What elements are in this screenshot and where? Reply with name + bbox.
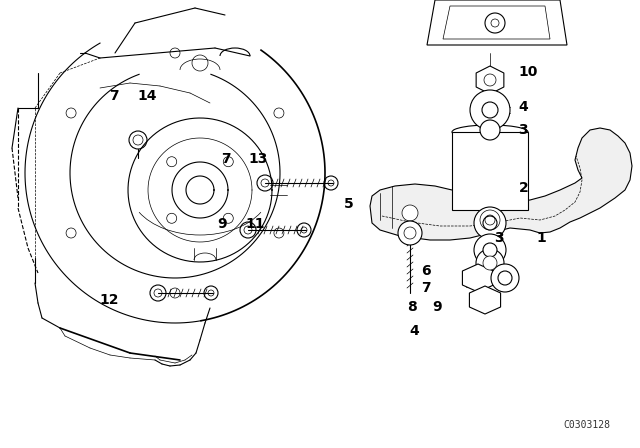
Circle shape [470,90,510,130]
Text: 4: 4 [518,99,528,114]
Circle shape [485,13,505,33]
Circle shape [476,249,504,277]
Circle shape [474,207,506,239]
Bar [452,132,528,210]
Circle shape [474,234,506,266]
Text: 1: 1 [536,231,546,246]
Polygon shape [476,66,504,94]
Circle shape [482,102,498,118]
Circle shape [480,120,500,140]
Text: 5: 5 [344,197,354,211]
Text: 12: 12 [99,293,118,307]
Circle shape [498,271,512,285]
Circle shape [483,216,497,230]
Text: 10: 10 [518,65,538,79]
Text: 8: 8 [407,300,417,314]
Text: 3: 3 [518,123,528,137]
Text: 9: 9 [432,300,442,314]
Text: 7: 7 [421,280,431,295]
Text: C0303128: C0303128 [563,420,610,430]
Text: 7: 7 [221,152,230,166]
Circle shape [483,256,497,270]
Text: 9: 9 [218,217,227,231]
Polygon shape [370,128,632,240]
Text: 3: 3 [494,231,504,246]
Circle shape [483,243,497,257]
Circle shape [402,205,418,221]
Circle shape [398,221,422,245]
Polygon shape [427,0,567,45]
Circle shape [491,264,519,292]
Text: 11: 11 [245,217,264,231]
Text: 2: 2 [518,181,528,195]
Text: 13: 13 [248,152,268,166]
Text: 14: 14 [138,89,157,103]
Text: 4: 4 [410,323,419,338]
Polygon shape [469,286,500,314]
Circle shape [484,74,496,86]
Text: 6: 6 [421,264,431,278]
Polygon shape [463,264,493,292]
Circle shape [480,210,500,230]
Text: 7: 7 [109,89,118,103]
